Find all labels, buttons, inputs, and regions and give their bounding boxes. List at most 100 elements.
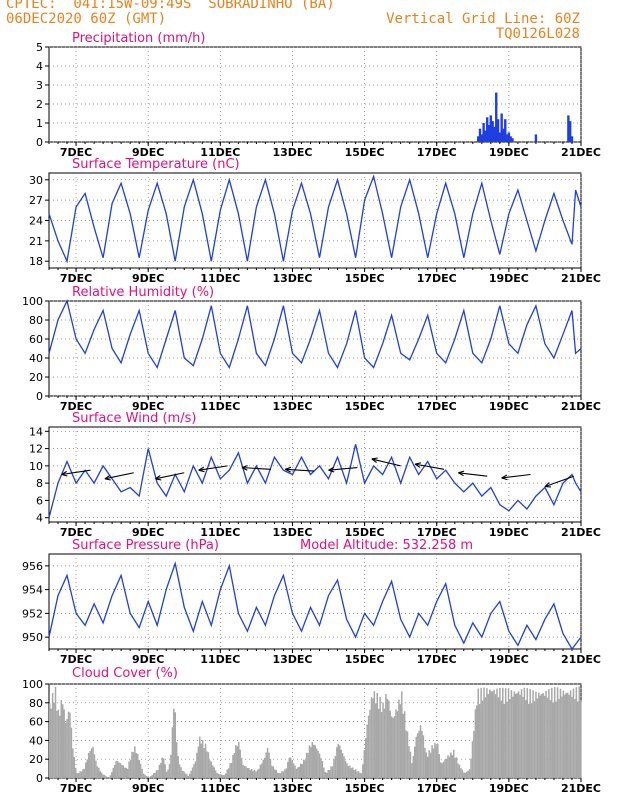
cloud-bar	[457, 763, 459, 778]
cloud-bar	[568, 694, 570, 778]
cloud-bar	[566, 692, 569, 778]
cloud-bar	[294, 765, 296, 778]
cloud-bar	[73, 757, 76, 778]
cloud-bar	[320, 758, 322, 778]
wind-xtick-label: 21DEC	[561, 526, 601, 539]
cloud-bar	[445, 758, 448, 778]
precip-xtick-label: 21DEC	[561, 146, 601, 159]
cloud-bar	[227, 768, 230, 778]
cloud-bar	[90, 748, 93, 778]
wind-vector-arrow	[371, 458, 401, 467]
wind-ytick-label: 12	[29, 443, 43, 456]
cloud-bar	[533, 701, 536, 778]
cloud-bar	[145, 775, 148, 778]
cloud-bar	[542, 692, 544, 778]
cloud-bar	[510, 690, 513, 778]
cloud-bar	[102, 774, 104, 778]
pressure-xtick-label: 7DEC	[60, 653, 92, 666]
precip-bar	[567, 115, 570, 142]
cloud-bar	[167, 769, 169, 778]
cloud-bar	[460, 768, 462, 778]
cloud-bar	[177, 755, 179, 778]
cloud-bar	[483, 687, 485, 778]
cloud-bar	[217, 773, 220, 778]
temp-ytick-label: 24	[29, 215, 43, 228]
cloud-bar	[190, 770, 192, 778]
cloud-bar	[555, 701, 557, 778]
cloud-bar	[500, 700, 503, 778]
cloud-ytick-label: 40	[29, 734, 43, 747]
rh-xtick-label: 11DEC	[200, 400, 240, 413]
cloud-bar	[512, 696, 514, 778]
wind-arrow-head	[544, 482, 551, 488]
cloud-ytick-label: 20	[29, 753, 43, 766]
cloud-bar	[402, 713, 404, 778]
rh-title: Relative Humidity (%)	[72, 285, 214, 300]
cloud-bar	[64, 722, 67, 778]
cloud-bar	[112, 767, 114, 778]
cloud-bar	[486, 688, 488, 778]
cloud-bar	[249, 769, 252, 778]
cloud-bar	[121, 765, 123, 778]
cloud-bar	[399, 704, 402, 778]
precip-bar	[487, 124, 491, 142]
cloud-bar	[155, 770, 158, 778]
pressure-annotation: Model Altitude: 532.258 m	[300, 538, 473, 553]
cloud-bar	[333, 759, 335, 778]
cloud-bar	[548, 689, 550, 778]
cloud-bar	[530, 703, 533, 778]
temp-ytick-label: 27	[29, 194, 43, 207]
cloud-bar	[275, 770, 278, 778]
wind-arrow-head	[371, 457, 378, 463]
cloud-bar	[328, 769, 331, 778]
cloud-bar	[223, 775, 226, 778]
cloud-bar	[246, 768, 249, 778]
cloud-bar	[201, 740, 204, 778]
cloud-bar	[124, 767, 126, 778]
cloud-bar	[197, 746, 200, 778]
cloud-bar	[311, 742, 314, 778]
cloud-bar	[532, 690, 534, 778]
cloud-bar	[105, 776, 107, 778]
cloud-bar	[477, 688, 479, 778]
cloud-ytick-label: 0	[36, 772, 43, 785]
cloud-bar	[220, 774, 223, 778]
cloud-bar	[305, 752, 308, 778]
cloud-bar	[255, 771, 257, 778]
wind-arrow-head	[501, 474, 508, 481]
cloud-bar	[162, 758, 165, 778]
cloud-bar	[395, 709, 397, 778]
temp-xtick-label: 19DEC	[489, 272, 529, 285]
cloud-bar	[356, 771, 358, 778]
cloud-bar	[171, 727, 174, 778]
cloud-bar	[160, 763, 162, 778]
precip-bar	[511, 138, 514, 142]
cloud-bar	[376, 692, 378, 778]
cloud-bar	[509, 699, 511, 778]
wind-xtick-label: 11DEC	[200, 526, 240, 539]
rh-xtick-label: 9DEC	[132, 400, 164, 413]
temp-xtick-label: 9DEC	[132, 272, 164, 285]
cloud-bar	[113, 765, 116, 778]
cloud-bar	[216, 772, 218, 778]
cloud-bar	[141, 768, 143, 778]
precip-bar	[568, 121, 572, 142]
cloud-bar	[135, 752, 138, 778]
cloud-bar	[137, 754, 139, 778]
cloud-bar	[304, 760, 306, 778]
cloud-bar	[111, 772, 113, 778]
precip-bar	[505, 134, 509, 142]
precip-ytick-label: 1	[36, 117, 43, 130]
cloud-bar	[525, 700, 527, 778]
cloud-bar	[326, 772, 328, 778]
cloud-bar	[237, 741, 240, 778]
wind-frame	[48, 426, 582, 523]
cloud-bar	[331, 766, 334, 778]
wind-vector-arrow	[544, 475, 574, 488]
cloud-bar	[103, 774, 106, 778]
cloud-bar	[429, 752, 432, 778]
cloud-bar	[340, 749, 342, 778]
cloud-bar	[540, 693, 543, 778]
cloud-bar	[83, 768, 86, 778]
pressure-xtick-label: 17DEC	[417, 653, 457, 666]
